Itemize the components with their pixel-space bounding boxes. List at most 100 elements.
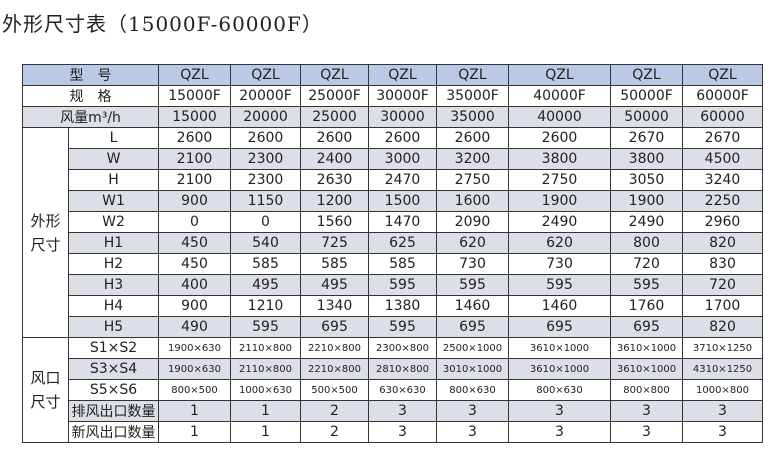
row-label: L — [68, 127, 159, 149]
row-label: S1×S2 — [68, 337, 159, 359]
spec-cell: 50000F — [610, 85, 683, 107]
value-cell: 830 — [682, 253, 763, 275]
value-cell: 695 — [300, 316, 369, 338]
row-label: S5×S6 — [68, 379, 159, 401]
value-cell: 2300×800 — [368, 337, 437, 359]
value-cell: 595 — [368, 316, 437, 338]
value-cell: 2110×800 — [230, 337, 301, 359]
outlet-dimensions-row: 风口 尺寸 S1×S2 1900×630 2110×800 2210×800 2300×8… — [22, 337, 763, 443]
value-cell: 2750 — [436, 169, 509, 191]
outlet-dimensions-row: 排风出口数量 1 1 2 3 3 3 3 3 — [23, 400, 763, 422]
airflow-cell: 15000 — [158, 106, 231, 128]
model-cell: QZL — [230, 64, 301, 86]
airflow-cell: 25000 — [300, 106, 369, 128]
value-cell: 2600 — [230, 127, 301, 149]
value-cell: 800×630 — [508, 379, 611, 401]
spec-row: 规 格 15000F 20000F 25000F 30000F 35000F 40000F 5… — [22, 85, 763, 107]
model-cell: QZL — [158, 64, 231, 86]
outline-dimensions-row: 外形 尺寸 L 2600 2600 2600 2600 2600 2600 2670 2670 — [22, 127, 763, 338]
value-cell: 3 — [610, 400, 683, 422]
model-label: 型 号 — [22, 64, 159, 86]
value-cell: 900 — [158, 190, 231, 212]
value-cell: 800×800 — [610, 379, 683, 401]
value-cell: 720 — [610, 253, 683, 275]
row-label: H1 — [68, 232, 159, 254]
value-cell: 2 — [300, 400, 369, 422]
value-cell: 725 — [300, 232, 369, 254]
row-label: H — [68, 169, 159, 191]
spec-cell: 40000F — [508, 85, 611, 107]
value-cell: 2810×800 — [368, 358, 437, 380]
value-cell: 1470 — [368, 211, 437, 233]
value-cell: 2210×800 — [300, 358, 369, 380]
value-cell: 1200 — [300, 190, 369, 212]
model-cell: QZL — [368, 64, 437, 86]
value-cell: 800 — [610, 232, 683, 254]
value-cell: 3 — [610, 421, 683, 443]
spec-cell: 25000F — [300, 85, 369, 107]
spec-cell: 15000F — [158, 85, 231, 107]
value-cell: 585 — [368, 253, 437, 275]
value-cell: 1900×630 — [158, 337, 231, 359]
value-cell: 3 — [682, 421, 763, 443]
value-cell: 3800 — [610, 148, 683, 170]
value-cell: 1700 — [682, 295, 763, 317]
value-cell: 630×630 — [368, 379, 437, 401]
value-cell: 2600 — [508, 127, 611, 149]
row-label: 新风出口数量 — [68, 421, 159, 443]
spec-cell: 20000F — [230, 85, 301, 107]
value-cell: 3610×1000 — [610, 337, 683, 359]
value-cell: 0 — [158, 211, 231, 233]
spec-cell: 35000F — [436, 85, 509, 107]
value-cell: 3610×1000 — [508, 337, 611, 359]
row-label: H2 — [68, 253, 159, 275]
value-cell: 2110×800 — [230, 358, 301, 380]
airflow-cell: 30000 — [368, 106, 437, 128]
model-cell: QZL — [508, 64, 611, 86]
value-cell: 1900 — [610, 190, 683, 212]
value-cell: 0 — [230, 211, 301, 233]
value-cell: 540 — [230, 232, 301, 254]
outline-dimensions-group-label: 外形 尺寸 — [22, 127, 69, 338]
value-cell: 3 — [682, 400, 763, 422]
spec-cell: 30000F — [368, 85, 437, 107]
value-cell: 400 — [158, 274, 231, 296]
value-cell: 450 — [158, 232, 231, 254]
value-cell: 3 — [508, 400, 611, 422]
outline-dimensions-row: W1 900 1150 1200 1500 1600 1900 1900 2250 — [23, 190, 763, 212]
value-cell: 585 — [230, 253, 301, 275]
value-cell: 2210×800 — [300, 337, 369, 359]
value-cell: 2490 — [508, 211, 611, 233]
value-cell: 2400 — [300, 148, 369, 170]
value-cell: 2100 — [158, 148, 231, 170]
value-cell: 3710×1250 — [682, 337, 763, 359]
airflow-row: 风量m³/h 15000 20000 25000 30000 35000 40000 5000… — [22, 106, 763, 128]
value-cell: 1600 — [436, 190, 509, 212]
value-cell: 595 — [230, 316, 301, 338]
value-cell: 1380 — [368, 295, 437, 317]
value-cell: 820 — [682, 232, 763, 254]
airflow-cell: 35000 — [436, 106, 509, 128]
airflow-cell: 50000 — [610, 106, 683, 128]
outlet-dimensions-row: S5×S6 800×500 1000×630 500×500 630×630 800×63… — [23, 379, 763, 401]
row-label: H4 — [68, 295, 159, 317]
value-cell: 730 — [436, 253, 509, 275]
value-cell: 1760 — [610, 295, 683, 317]
value-cell: 730 — [508, 253, 611, 275]
value-cell: 695 — [436, 316, 509, 338]
spec-label: 规 格 — [22, 85, 159, 107]
value-cell: 3 — [508, 421, 611, 443]
value-cell: 2600 — [158, 127, 231, 149]
page-title: 外形尺寸表（15000F-60000F） — [2, 12, 323, 36]
value-cell: 495 — [300, 274, 369, 296]
model-cell: QZL — [610, 64, 683, 86]
value-cell: 3610×1000 — [610, 358, 683, 380]
value-cell: 595 — [508, 274, 611, 296]
value-cell: 3200 — [436, 148, 509, 170]
value-cell: 620 — [436, 232, 509, 254]
value-cell: 2250 — [682, 190, 763, 212]
value-cell: 1150 — [230, 190, 301, 212]
model-cell: QZL — [436, 64, 509, 86]
value-cell: 3 — [436, 400, 509, 422]
outline-dimensions-row: H 2100 2300 2630 2470 2750 2750 3050 3240 — [23, 169, 763, 191]
